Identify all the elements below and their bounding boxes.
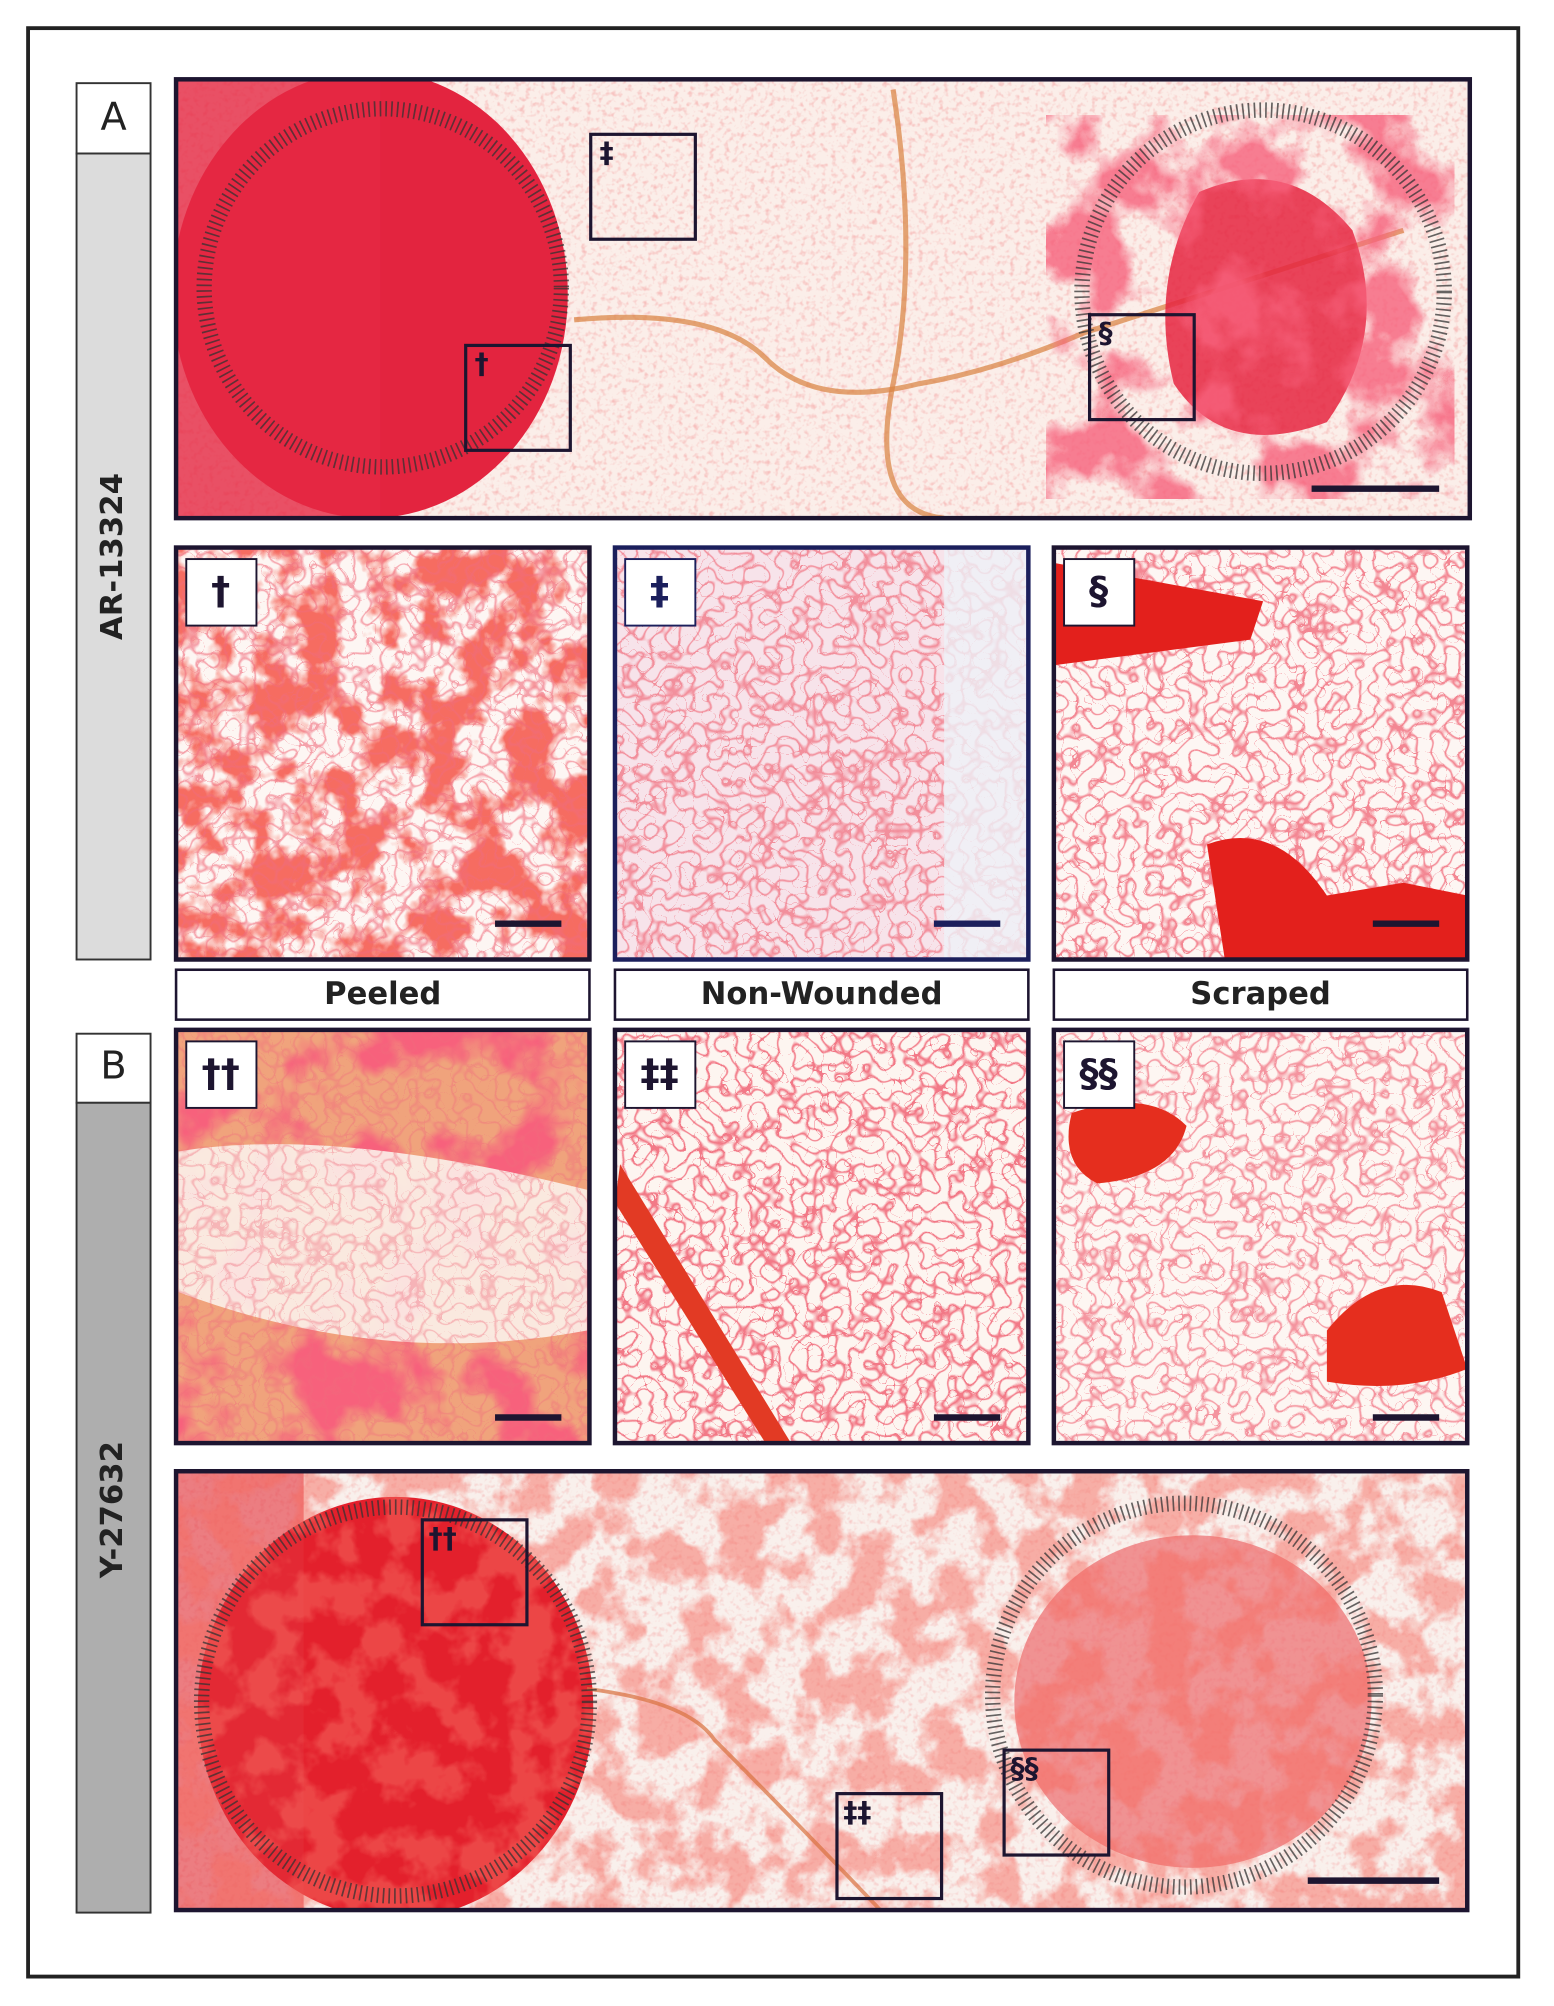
wound bbox=[1326, 1284, 1468, 1386]
panel-letter: A bbox=[100, 94, 126, 139]
panel-marker: §§ bbox=[1079, 1051, 1117, 1096]
marker-box bbox=[1063, 1040, 1136, 1109]
inset-marker: ‡‡ bbox=[843, 1796, 871, 1829]
image-frame bbox=[173, 1468, 1470, 1913]
wound bbox=[1206, 837, 1468, 960]
letter-box bbox=[75, 1032, 152, 1104]
texture bbox=[1046, 115, 1455, 499]
image-frame bbox=[1051, 545, 1470, 962]
panel-letter: B bbox=[100, 1044, 126, 1089]
letter-box bbox=[75, 82, 152, 155]
texture bbox=[944, 547, 1029, 960]
fold bbox=[586, 1686, 882, 1911]
image-frame bbox=[173, 77, 1473, 521]
fold bbox=[884, 89, 945, 519]
panel-marker: ‡‡ bbox=[640, 1051, 678, 1096]
condition-box bbox=[1052, 968, 1469, 1021]
compound-label: AR-13324 bbox=[95, 473, 130, 640]
panel-marker: †† bbox=[202, 1051, 240, 1096]
texture bbox=[176, 1471, 1468, 1911]
marker-box bbox=[624, 558, 697, 627]
image-frame bbox=[612, 1027, 1031, 1446]
wound bbox=[176, 79, 381, 519]
inset-marker: §§ bbox=[1010, 1752, 1038, 1785]
wound-outline bbox=[984, 1495, 1384, 1895]
inset-box bbox=[420, 1518, 529, 1627]
marker-box bbox=[185, 1040, 258, 1109]
row-b bbox=[176, 1029, 1468, 1444]
condition-label: Peeled bbox=[324, 977, 441, 1012]
image-frame bbox=[1051, 1027, 1470, 1446]
inset-marker: † bbox=[475, 348, 489, 381]
image-frame bbox=[173, 545, 592, 962]
inset-marker: †† bbox=[429, 1522, 457, 1555]
row-a bbox=[176, 547, 1468, 960]
fold bbox=[573, 227, 1405, 395]
panel-marker: § bbox=[1089, 569, 1108, 614]
overview-image bbox=[176, 1471, 1468, 1911]
image-frame bbox=[612, 545, 1031, 962]
inset-box bbox=[835, 1792, 944, 1901]
wound-outline bbox=[193, 1499, 598, 1904]
compound-label: Y-27632 bbox=[95, 1441, 130, 1579]
inset-marker: § bbox=[1099, 317, 1113, 350]
marker-box bbox=[1063, 558, 1136, 627]
inset-marker: ‡ bbox=[600, 136, 614, 169]
inset-box bbox=[464, 343, 572, 452]
image-frame bbox=[173, 1027, 592, 1446]
fold bbox=[614, 1164, 792, 1444]
condition-box bbox=[613, 968, 1030, 1021]
wound bbox=[1068, 1102, 1187, 1184]
condition-label: Non-Wounded bbox=[701, 977, 943, 1012]
inset-box bbox=[1002, 1748, 1111, 1857]
inset-box bbox=[1087, 313, 1196, 422]
marker-box bbox=[624, 1040, 697, 1109]
condition-box bbox=[174, 968, 591, 1021]
inset-box bbox=[589, 132, 697, 241]
panel-marker: † bbox=[211, 569, 230, 614]
overview-image bbox=[176, 79, 1470, 519]
wound-outline bbox=[1074, 102, 1452, 482]
compound-bar bbox=[75, 1101, 152, 1914]
condition-label: Scraped bbox=[1190, 977, 1331, 1012]
panel-marker: ‡ bbox=[650, 569, 669, 614]
compound-bar bbox=[75, 152, 152, 961]
marker-box bbox=[185, 558, 258, 627]
